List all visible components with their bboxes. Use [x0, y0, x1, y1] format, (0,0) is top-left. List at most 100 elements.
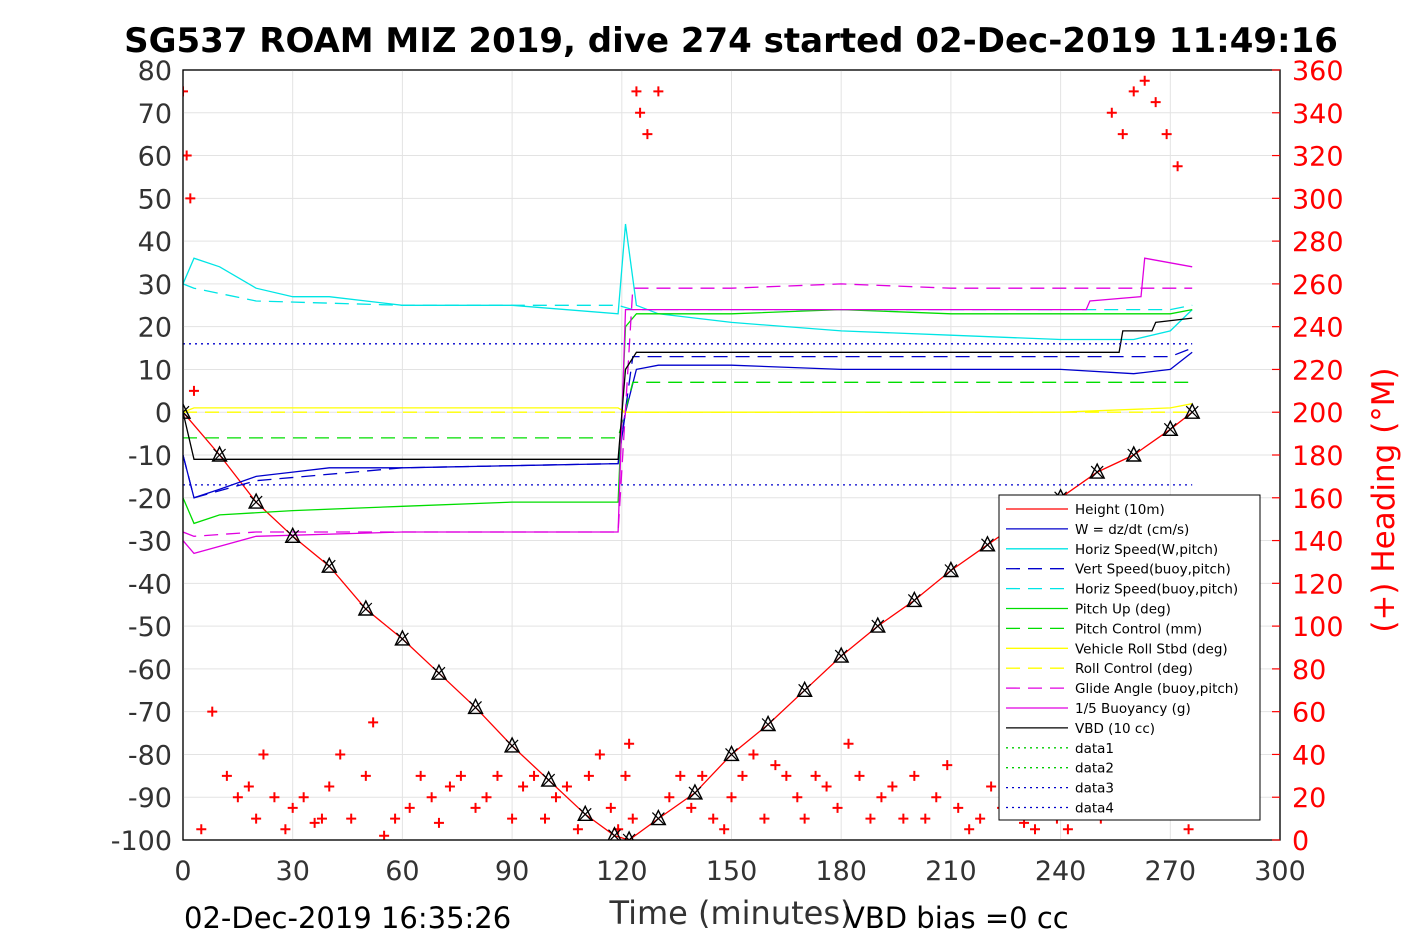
- heading-point: [572, 824, 583, 835]
- x-tick-label: 210: [925, 856, 977, 887]
- heading-point: [335, 749, 346, 760]
- legend-label: Pitch Up (deg): [1075, 602, 1171, 618]
- height-marker: [467, 697, 484, 715]
- y-tick-label: -90: [128, 783, 172, 814]
- heading-point: [1161, 129, 1172, 140]
- legend-label: Horiz Speed(W,pitch): [1075, 542, 1218, 558]
- heading-point: [975, 813, 986, 824]
- heading-point: [821, 781, 832, 792]
- height-marker: [211, 445, 228, 462]
- heading-point: [697, 770, 708, 781]
- heading-point: [444, 781, 455, 792]
- grid: [182, 69, 1281, 841]
- height-marker: [1089, 462, 1106, 479]
- heading-point: [518, 781, 529, 792]
- heading-point: [426, 792, 437, 803]
- heading-point: [1150, 97, 1161, 108]
- legend-label: 1/5 Buoyancy (g): [1075, 701, 1191, 717]
- y-tick-label: -100: [111, 826, 172, 857]
- heading-point: [931, 792, 942, 803]
- height-marker: [796, 680, 813, 697]
- heading-point: [1106, 107, 1117, 118]
- heading-point: [920, 813, 931, 824]
- y-tick-label: -40: [128, 569, 172, 600]
- x-tick-label: 30: [276, 856, 310, 887]
- heading-point: [481, 792, 492, 803]
- heading-point: [316, 813, 327, 824]
- legend-label: Roll Control (deg): [1075, 661, 1193, 677]
- legend-label: data3: [1075, 781, 1114, 797]
- y-tick-label: -20: [128, 484, 172, 515]
- height-marker: [357, 599, 374, 616]
- x-axis-ticks: 0 30 60 90 120 150 180 210 240 270 300: [174, 856, 1305, 887]
- heading-point: [583, 770, 594, 781]
- heading-point: [942, 760, 953, 771]
- y-right-tick-label: 300: [1292, 184, 1344, 215]
- heading-point: [810, 770, 821, 781]
- height-marker: [869, 616, 886, 633]
- heading-point: [620, 770, 631, 781]
- x-tick-label: 270: [1145, 856, 1197, 887]
- heading-point: [287, 802, 298, 813]
- heading-point: [876, 792, 887, 803]
- heading-point: [183, 86, 188, 97]
- y-right-tick-label: 100: [1292, 612, 1344, 643]
- y-tick-label: -70: [128, 698, 172, 729]
- heading-point: [1030, 824, 1040, 835]
- heading-point: [324, 781, 335, 792]
- heading-point: [832, 802, 843, 813]
- y-tick-label: -10: [128, 441, 172, 472]
- y-right-tick-label: 20: [1292, 783, 1326, 814]
- x-tick-label: 90: [495, 856, 529, 887]
- footer-vbd-bias: VBD bias =0 cc: [845, 901, 1069, 935]
- heading-point: [280, 824, 291, 835]
- heading-point: [507, 813, 518, 824]
- heading-point: [675, 770, 686, 781]
- heading-point: [470, 802, 481, 813]
- legend-label: Vehicle Roll Stbd (deg): [1075, 641, 1228, 657]
- heading-point: [653, 86, 664, 97]
- x-tick-label: 120: [596, 856, 648, 887]
- heading-point: [269, 792, 280, 803]
- heading-point: [887, 781, 898, 792]
- height-marker: [248, 492, 265, 509]
- y-tick-label: 70: [138, 99, 172, 130]
- y-tick-label: 80: [138, 56, 172, 87]
- y-axis-ticks: 80 70 60 50 40 30 20 10 0 -10 -20 -30 -40 -50 -60 -70 -8…: [111, 56, 172, 857]
- y-right-axis-ticks: 3603403203002802602402202001801601401201…: [1272, 56, 1344, 857]
- series-line-10: [183, 257, 1193, 555]
- y-tick-label: 30: [138, 270, 172, 301]
- y-right-tick-label: 220: [1292, 355, 1344, 386]
- x-tick-label: 300: [1254, 856, 1306, 887]
- legend-label: Horiz Speed(buoy,pitch): [1075, 582, 1238, 598]
- heading-point: [865, 813, 876, 824]
- heading-point: [309, 817, 320, 828]
- legend-label: data2: [1075, 761, 1114, 777]
- y-right-tick-label: 200: [1292, 398, 1344, 429]
- legend: Height (10m) W = dz/dt (cm/s) Horiz Speed(…: [998, 494, 1261, 821]
- height-marker: [622, 830, 636, 840]
- heading-point: [415, 770, 426, 781]
- height-marker: [1125, 445, 1142, 462]
- legend-label: VBD (10 cc): [1075, 721, 1155, 737]
- heading-point: [368, 717, 379, 728]
- height-marker: [503, 736, 521, 753]
- height-marker: [430, 663, 448, 680]
- height-marker: [1162, 419, 1179, 437]
- heading-point: [986, 781, 997, 792]
- heading-point: [529, 770, 540, 781]
- y-right-tick-label: 0: [1292, 826, 1309, 857]
- y-right-tick-label: 140: [1292, 527, 1344, 558]
- y-right-axis-label: (+) Heading (°M): [1366, 367, 1402, 632]
- heading-point: [624, 738, 635, 749]
- heading-point: [631, 86, 642, 97]
- heading-point: [360, 770, 371, 781]
- heading-point: [898, 813, 909, 824]
- y-tick-label: -60: [128, 655, 172, 686]
- heading-point: [759, 813, 770, 824]
- height-marker: [723, 744, 740, 762]
- heading-point: [726, 792, 737, 803]
- heading-point: [964, 824, 975, 835]
- y-tick-label: 20: [138, 313, 172, 344]
